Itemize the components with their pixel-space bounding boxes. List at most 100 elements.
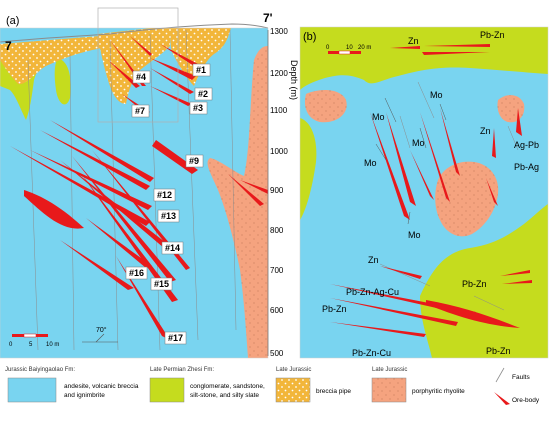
ore-body <box>492 128 496 158</box>
depth-tick: 1300 <box>270 27 288 36</box>
legend-desc: and ignimbrite <box>64 392 105 399</box>
zhesi-unit-top <box>300 27 548 90</box>
section-left-label: 7 <box>5 39 12 53</box>
ore-body <box>422 52 490 55</box>
scale-bar-a: 0 5 10 m <box>9 333 59 348</box>
topography-line <box>0 23 269 43</box>
depth-tick: 700 <box>270 266 284 275</box>
ore-body <box>370 112 410 220</box>
breccia-pipe-center <box>98 28 170 104</box>
faults-b <box>379 81 519 311</box>
legend-desc: silt-stone, and silty slate <box>190 392 259 399</box>
depth-tick: 500 <box>270 349 284 358</box>
panel-a-label: (a) <box>6 15 19 27</box>
ore-label: #7 <box>135 106 145 116</box>
ore-label: #3 <box>193 103 203 113</box>
legend-swatch-rhyolite <box>371 377 407 403</box>
ore-body <box>228 174 264 206</box>
ore-label: Pb-Zn-Ag-Cu <box>346 287 399 297</box>
ore-body <box>150 58 196 80</box>
ore-label: #2 <box>198 89 208 99</box>
legend-desc: conglomerate, sandstone, <box>190 383 265 390</box>
panel-b-frame <box>299 26 549 359</box>
depth-tick: 1000 <box>270 147 288 156</box>
scale-b-mid: 10 <box>346 45 353 51</box>
ore-body <box>50 120 154 182</box>
ore-label: Zn <box>408 36 419 46</box>
ore-body <box>80 172 178 302</box>
ore-body <box>440 108 460 176</box>
ore-label: Pb-Zn <box>322 304 347 314</box>
ore-label: Mo <box>372 112 385 122</box>
zhesi-unit-bottom <box>420 204 548 358</box>
leader-lines-b <box>375 97 447 225</box>
legend-ore-symbol <box>494 392 510 405</box>
scale-b-end: 20 m <box>358 45 371 51</box>
legend-swatch-andesite <box>7 377 57 403</box>
ore-body <box>150 68 194 94</box>
scale-a-end: 10 m <box>46 342 59 348</box>
legend-fault-symbol <box>495 367 505 383</box>
ore-body <box>330 322 426 337</box>
depth-tick: 600 <box>270 306 284 315</box>
ore-bodies-b <box>330 44 532 337</box>
section-right-label: 7' <box>263 11 273 25</box>
ore-body <box>60 240 134 290</box>
scale-a-zero: 0 <box>9 342 13 348</box>
depth-axis: Depth (m) 1300 1200 1100 1000 900 800 70… <box>267 27 299 358</box>
ore-body <box>72 156 176 282</box>
ore-body <box>390 46 420 49</box>
ore-body <box>380 266 422 279</box>
legend: Jurassic Baiyingaolao Fm: andesite, volc… <box>5 367 540 405</box>
ore-body <box>502 280 532 284</box>
ore-labels-b: Pb-Zn Zn Mo Mo Mo Mo Mo Zn Ag-Pb Pb-Ag Z… <box>322 30 539 358</box>
legend-era: Late Permian Zhesi Fm: <box>150 367 214 373</box>
rhyolite-body-b1 <box>304 90 347 123</box>
ore-body <box>108 60 140 88</box>
ore-label: #4 <box>136 72 146 82</box>
panel-b-label: (b) <box>303 31 316 43</box>
zhesi-unit-left <box>300 118 317 220</box>
ore-body <box>130 36 152 56</box>
panel-a-map: (a) 7 7' Depth (m) 1300 1200 1100 1000 9… <box>0 7 299 359</box>
legend-swatch-breccia <box>275 377 311 403</box>
ore-body <box>420 112 450 202</box>
ore-label: #15 <box>154 279 169 289</box>
ore-body <box>40 130 150 190</box>
ore-label: Ag-Pb <box>514 140 539 150</box>
legend-desc: andesite, volcanic breccia <box>64 383 139 390</box>
legend-desc: breccia pipe <box>316 388 351 395</box>
legend-era: Jurassic Baiyingaolao Fm: <box>5 367 75 373</box>
legend-desc: Ore-body <box>512 397 540 404</box>
ore-body <box>240 180 268 194</box>
ore-body <box>330 298 458 326</box>
legend-swatch-zhesi <box>149 377 185 403</box>
breccia-pipe-right <box>170 28 231 86</box>
ore-body <box>160 44 198 66</box>
breccia-pipe-left <box>0 36 102 85</box>
legend-desc: porphyritic rhyolite <box>412 388 465 395</box>
ore-label: Pb-Ag <box>514 162 539 172</box>
panel-b-map: (b) 0 10 20 m Pb-Zn Zn Mo Mo Mo Mo Mo Zn… <box>299 26 549 359</box>
ore-bodies-a <box>10 36 268 340</box>
ore-body <box>150 86 192 106</box>
rhyolite-body-a <box>207 46 268 358</box>
ore-label: #9 <box>189 156 199 166</box>
ore-label: Zn <box>368 255 379 265</box>
inset-frame <box>97 7 179 123</box>
ore-label: #17 <box>168 333 183 343</box>
ore-label: #12 <box>157 190 172 200</box>
ore-label: Mo <box>430 90 443 100</box>
dip-label: 70° <box>96 326 107 334</box>
zhesi-unit-small <box>54 58 71 105</box>
ore-body <box>516 108 522 136</box>
ore-label: Pb-Zn <box>480 30 505 40</box>
ore-labels-a: #1 #2 #3 #4 #7 #9 #12 #13 #14 #15 #16 #1… <box>125 63 213 345</box>
legend-era: Late Jurassic <box>276 367 311 373</box>
legend-era: Late Jurassic <box>372 367 407 373</box>
rhyolite-body-b3 <box>435 161 499 237</box>
ore-body <box>24 190 84 229</box>
depth-tick: 1200 <box>270 69 288 78</box>
ore-label: Pb-Zn <box>486 346 511 356</box>
